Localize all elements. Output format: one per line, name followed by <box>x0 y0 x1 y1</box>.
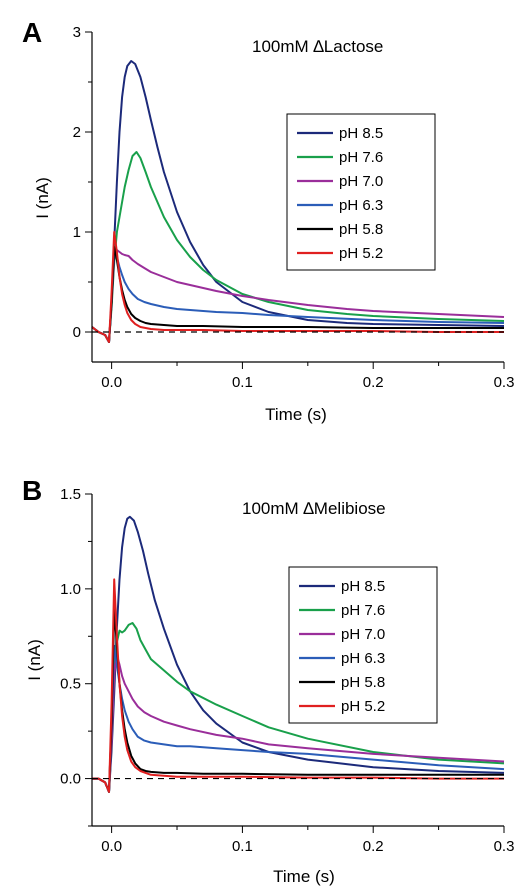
panel-a: A 100mM ∆Lactose Time (s) I (nA) 0.0 0.1… <box>22 17 514 424</box>
x-tick-labels: 0.0 0.1 0.2 0.3 <box>101 374 514 391</box>
x-axis-label: Time (s) <box>273 867 335 886</box>
legend-label: pH 8.5 <box>341 578 385 595</box>
x-tick-label: 0.2 <box>363 374 384 391</box>
legend-label: pH 5.2 <box>339 245 383 262</box>
x-tick-label: 0.3 <box>494 374 515 391</box>
y-tick-label: 0.0 <box>60 771 81 788</box>
legend-label: pH 5.8 <box>341 674 385 691</box>
legend: pH 8.5 pH 7.6 pH 7.0 pH 6.3 pH 5.8 pH 5.… <box>288 566 438 724</box>
y-axis-label: I (nA) <box>33 177 52 219</box>
y-tick-labels: 0.0 0.5 1.0 1.5 <box>60 486 81 788</box>
y-tick-label: 1 <box>73 224 81 241</box>
x-axis-label: Time (s) <box>265 405 327 424</box>
legend-label: pH 8.5 <box>339 125 383 142</box>
legend: pH 8.5 pH 7.6 pH 7.0 pH 6.3 pH 5.8 pH 5.… <box>286 113 436 271</box>
y-tick-label: 0.5 <box>60 676 81 693</box>
x-tick-label: 0.2 <box>363 838 384 855</box>
panel-b: B 100mM ∆Melibiose Time (s) I (nA) 0.0 0… <box>22 475 514 886</box>
legend-label: pH 6.3 <box>341 650 385 667</box>
legend-box <box>288 566 438 724</box>
y-axis-label: I (nA) <box>25 639 44 681</box>
legend-label: pH 7.0 <box>341 626 385 643</box>
legend-label: pH 7.6 <box>341 602 385 619</box>
y-tick-label: 0 <box>73 324 81 341</box>
y-tick-label: 1.5 <box>60 486 81 503</box>
x-tick-label: 0.1 <box>232 838 253 855</box>
x-tick-label: 0.3 <box>494 838 515 855</box>
legend-label: pH 5.2 <box>341 698 385 715</box>
x-tick-label: 0.1 <box>232 374 253 391</box>
y-tick-label: 3 <box>73 24 81 41</box>
series-line <box>91 231 504 343</box>
panel-letter: B <box>22 475 42 506</box>
x-tick-label: 0.0 <box>101 374 122 391</box>
y-tick-labels: 0 1 2 3 <box>73 24 81 341</box>
y-tick-label: 1.0 <box>60 581 81 598</box>
y-tick-label: 2 <box>73 124 81 141</box>
legend-label: pH 6.3 <box>339 197 383 214</box>
annotation: 100mM ∆Melibiose <box>242 499 386 518</box>
legend-box <box>286 113 436 271</box>
annotation: 100mM ∆Lactose <box>252 37 383 56</box>
x-tick-label: 0.0 <box>101 838 122 855</box>
series-line <box>92 578 504 793</box>
legend-label: pH 7.6 <box>339 149 383 166</box>
panel-letter: A <box>22 17 42 48</box>
legend-label: pH 5.8 <box>339 221 383 238</box>
x-tick-labels: 0.0 0.1 0.2 0.3 <box>101 838 514 855</box>
legend-label: pH 7.0 <box>339 173 383 190</box>
